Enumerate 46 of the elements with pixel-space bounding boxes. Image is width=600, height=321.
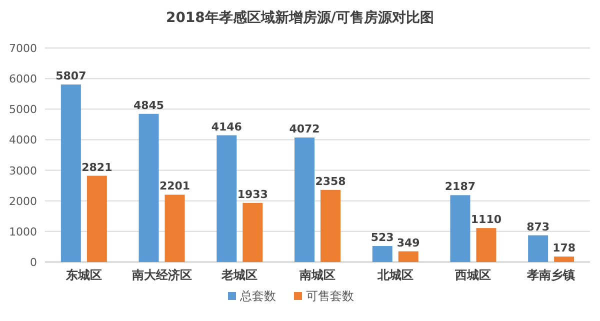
data-label: 2187 bbox=[444, 180, 476, 194]
data-label: 4845 bbox=[133, 98, 164, 112]
bar bbox=[528, 235, 548, 262]
data-label: 1110 bbox=[470, 213, 502, 226]
y-tick-label: 5000 bbox=[9, 103, 37, 116]
data-label: 178 bbox=[552, 242, 576, 255]
bar bbox=[242, 202, 263, 262]
bar bbox=[164, 194, 185, 262]
y-tick-label: 1000 bbox=[9, 225, 37, 238]
legend-label: 总套数 bbox=[239, 289, 276, 303]
y-tick-label: 3000 bbox=[9, 164, 37, 178]
x-tick-label: 西城区 bbox=[454, 268, 492, 282]
bar bbox=[86, 176, 107, 262]
data-label: 5807 bbox=[56, 69, 86, 82]
x-tick-label: 南大经济区 bbox=[130, 268, 192, 282]
y-tick-label: 6000 bbox=[9, 72, 37, 86]
chart-title: 2018年孝感区域新增房源/可售房源对比图 bbox=[166, 9, 434, 26]
data-label: 4146 bbox=[211, 120, 242, 134]
x-tick-label: 北城区 bbox=[376, 268, 414, 282]
bar bbox=[294, 138, 314, 262]
bar bbox=[138, 114, 159, 262]
y-tick-label: 0 bbox=[30, 256, 37, 269]
data-label: 349 bbox=[396, 236, 420, 250]
bar bbox=[398, 251, 418, 262]
data-label: 4072 bbox=[289, 122, 320, 136]
data-label: 523 bbox=[370, 231, 394, 244]
y-tick-label: 7000 bbox=[9, 42, 37, 55]
data-label: 1933 bbox=[237, 188, 268, 201]
bar bbox=[320, 190, 340, 262]
bar bbox=[216, 135, 237, 262]
bar bbox=[476, 228, 496, 262]
x-tick-label: 南城区 bbox=[298, 268, 336, 282]
x-tick-label: 东城区 bbox=[64, 268, 102, 282]
data-label: 2821 bbox=[82, 160, 112, 174]
legend-label: 可售套数 bbox=[306, 289, 354, 303]
data-label: 2358 bbox=[315, 174, 346, 188]
bar bbox=[60, 84, 81, 262]
x-tick-label: 老城区 bbox=[220, 268, 258, 282]
y-tick-label: 4000 bbox=[9, 134, 37, 147]
y-tick-label: 2000 bbox=[9, 194, 37, 208]
data-label: 2201 bbox=[159, 180, 190, 193]
x-tick-label: 孝南乡镇 bbox=[526, 268, 576, 282]
bar bbox=[372, 246, 392, 262]
data-label: 873 bbox=[526, 220, 550, 234]
bar bbox=[554, 256, 574, 262]
bar bbox=[450, 195, 470, 262]
